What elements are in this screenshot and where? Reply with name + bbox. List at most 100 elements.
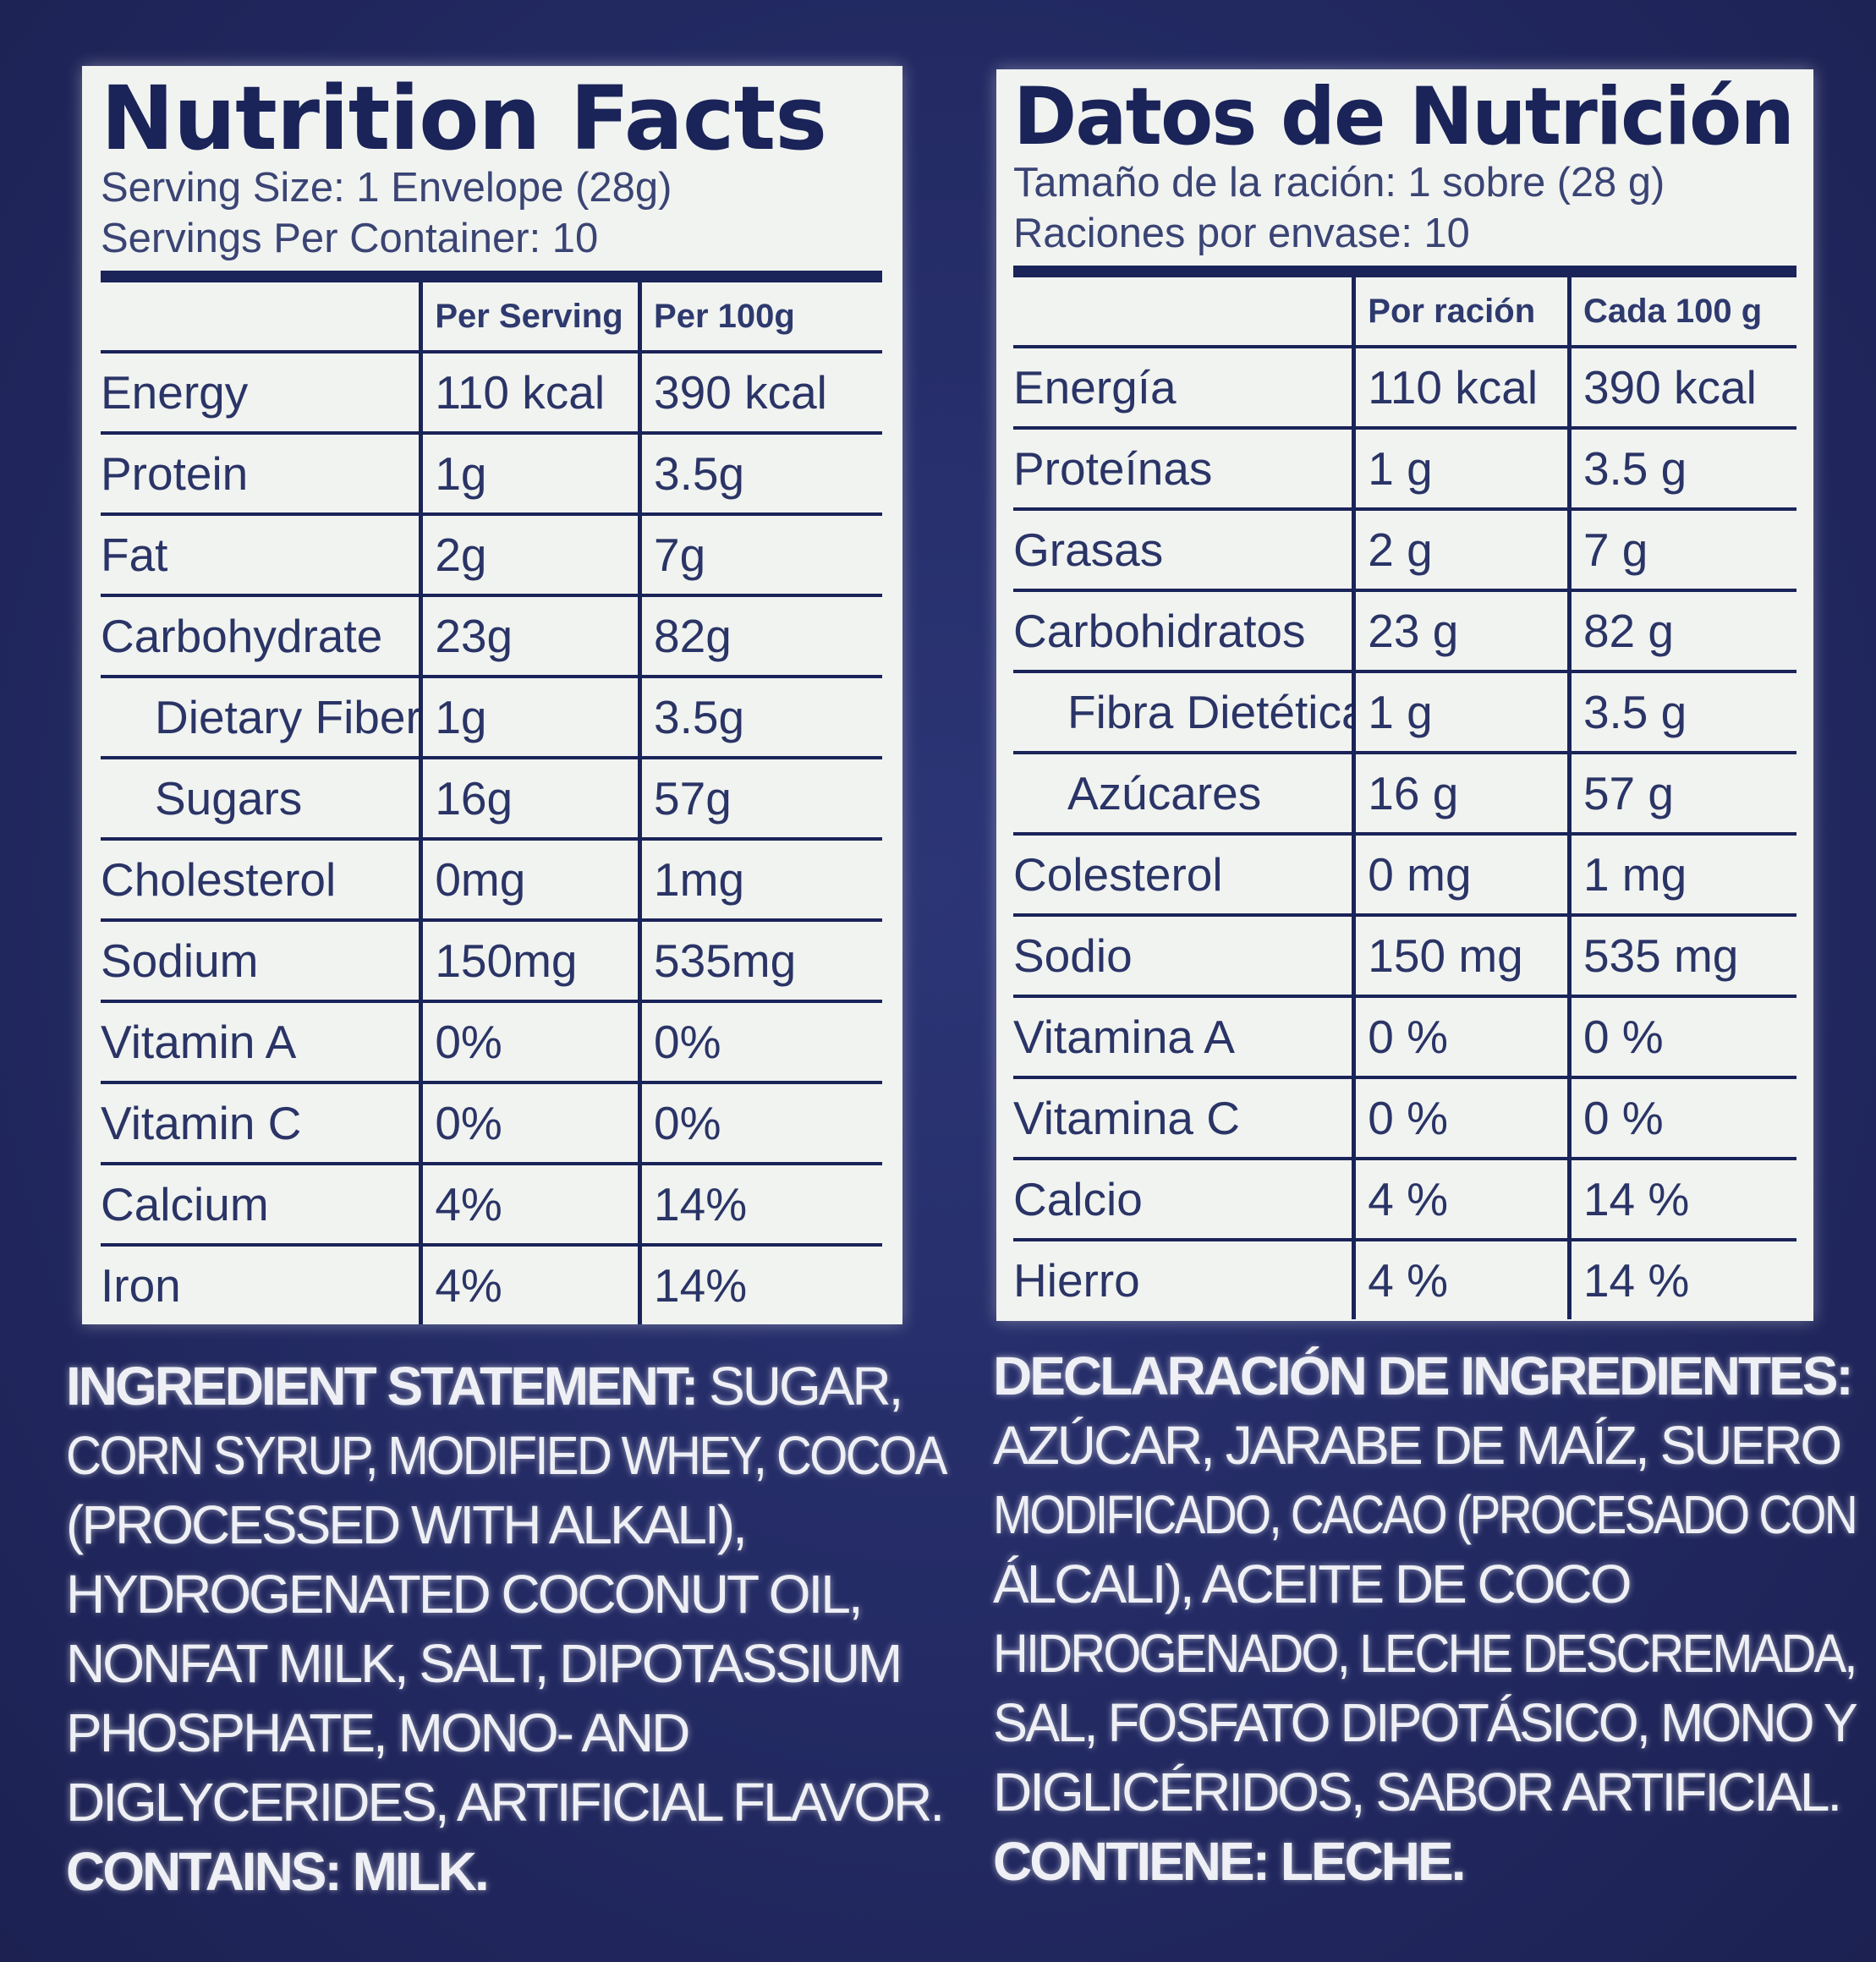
per-100g-value: 3.5 g <box>1566 428 1796 511</box>
per-serving-value: 0% <box>419 1082 640 1165</box>
table-row: Sugars 16g 57g <box>101 758 882 841</box>
nutrient-label: Iron <box>101 1259 181 1312</box>
per-100g-value: 7 g <box>1566 509 1796 592</box>
ingredients-line: (PROCESSED WITH ALKALI), <box>66 1494 748 1555</box>
table-row: Energía 110 kcal 390 kcal <box>1013 347 1796 430</box>
per-serving-value: 23 g <box>1352 590 1570 673</box>
per-100g-value: 3.5g <box>638 677 882 759</box>
table-header-row: Por ración Cada 100 g <box>1013 277 1796 348</box>
table-row: Energy 110 kcal 390 kcal <box>101 352 882 435</box>
table-row: Protein 1g 3.5g <box>101 433 882 516</box>
table-row: Calcio 4 % 14 % <box>1013 1159 1796 1241</box>
table-row: Proteínas 1 g 3.5 g <box>1013 428 1796 511</box>
per-serving-value: 16g <box>419 758 640 841</box>
servings-per-container: Raciones por envase: 10 <box>1013 211 1470 256</box>
nutrient-label: Cholesterol <box>101 839 421 922</box>
table-row: Sodium 150mg 535mg <box>101 920 882 1003</box>
nutrient-label: Vitamina C <box>1013 1077 1354 1160</box>
serving-size: Serving Size: 1 Envelope (28g) <box>101 165 672 211</box>
ingredients-first-line: INGREDIENT STATEMENT: SUGAR, <box>66 1351 946 1421</box>
per-serving-value: 0mg <box>419 839 640 922</box>
per-100g-value: 0 % <box>1566 1077 1796 1160</box>
nutrition-facts-panel-es: Datos de Nutrición Tamaño de la ración: … <box>996 69 1813 1321</box>
per-100g-value: 3.5 g <box>1566 671 1796 754</box>
ingredients-line: AZÚCAR, JARABE DE MAÍZ, SUERO <box>993 1415 1842 1476</box>
nutrient-label: Sodium <box>101 920 421 1003</box>
per-serving-value: 23g <box>419 595 640 678</box>
per-serving-value: 4% <box>419 1164 640 1247</box>
ingredients-line: PHOSPHATE, MONO- AND <box>66 1702 690 1763</box>
per-serving-value: 110 kcal <box>1352 347 1570 430</box>
table-row: Carbohidratos 23 g 82 g <box>1013 590 1796 673</box>
table-row: Vitamin A 0% 0% <box>101 1001 882 1084</box>
per-serving-value: 110 kcal <box>419 352 640 435</box>
per-serving-value: 150mg <box>419 920 640 1003</box>
nutrient-label: Sodio <box>1013 915 1354 998</box>
allergen-statement: CONTIENE: LECHE. <box>993 1831 1466 1892</box>
per-100g-value: 1mg <box>638 839 882 922</box>
per-serving-value: 1 g <box>1352 671 1570 754</box>
ingredients-line: HIDROGENADO, LECHE DESCREMADA, <box>993 1623 1857 1684</box>
header-blank <box>101 282 421 353</box>
ingredients-line: NONFAT MILK, SALT, DIPOTASSIUM <box>66 1633 902 1694</box>
nutrient-label: Protein <box>101 433 421 516</box>
per-serving-value: 0 % <box>1352 1077 1570 1160</box>
per-serving-value: 2g <box>419 514 640 597</box>
per-serving-value: 0 % <box>1352 996 1570 1079</box>
per-100g-value: 535mg <box>638 920 882 1003</box>
per-100g-value: 14% <box>638 1164 882 1247</box>
ingredients-heading: DECLARACIÓN DE INGREDIENTES: <box>993 1345 1854 1406</box>
nutrient-label: Vitamina A <box>1013 996 1354 1079</box>
thick-divider <box>101 271 882 282</box>
per-100g-value: 82 g <box>1566 590 1796 673</box>
per-serving-value: 4 % <box>1352 1240 1570 1319</box>
nutrient-label: Sugars <box>101 758 421 841</box>
nutrient-label: Fat <box>101 514 421 597</box>
ingredients-heading: INGREDIENT STATEMENT: <box>66 1356 699 1417</box>
nutrient-label: Dietary Fiber <box>101 677 421 759</box>
nutrient-label: Carbohydrate <box>101 595 421 678</box>
nutrient-label: Hierro <box>1013 1254 1140 1307</box>
ingredients-statement-en: INGREDIENT STATEMENT: SUGAR, CORN SYRUP,… <box>66 1351 947 1906</box>
per-100g-value: 57 g <box>1566 753 1796 836</box>
table-row: Carbohydrate 23g 82g <box>101 595 882 678</box>
header-per-100g: Per 100g <box>638 282 882 353</box>
header-blank <box>1013 277 1354 348</box>
table-row: Colesterol 0 mg 1 mg <box>1013 834 1796 917</box>
table-row: Sodio 150 mg 535 mg <box>1013 915 1796 998</box>
nutrient-label: Vitamin C <box>101 1082 421 1165</box>
nutrient-label: Carbohidratos <box>1013 590 1354 673</box>
table-row: Calcium 4% 14% <box>101 1164 882 1247</box>
per-100g-value: 57g <box>638 758 882 841</box>
nutrient-label: Fibra Dietética <box>1013 671 1354 754</box>
per-serving-value: 4% <box>419 1245 640 1324</box>
per-100g-value: 14% <box>638 1245 882 1324</box>
per-100g-value: 1 mg <box>1566 834 1796 917</box>
thick-divider <box>1013 266 1796 277</box>
nutrient-label: Proteínas <box>1013 428 1354 511</box>
table-row: Cholesterol 0mg 1mg <box>101 839 882 922</box>
nutrition-facts-panel-en: Nutrition Facts Serving Size: 1 Envelope… <box>82 66 902 1324</box>
ingredients-line: SAL, FOSFATO DIPOTÁSICO, MONO Y <box>993 1692 1858 1753</box>
ingredients-line: ÁLCALI), ACEITE DE COCO <box>993 1554 1632 1614</box>
table-body-es: Energía 110 kcal 390 kcal Proteínas 1 g 3.5 g… <box>1013 347 1796 1319</box>
allergen-statement: CONTAINS: MILK. <box>66 1841 490 1902</box>
servings-per-container: Servings Per Container: 10 <box>101 216 599 261</box>
per-100g-value: 390 kcal <box>1566 347 1796 430</box>
per-100g-value: 82g <box>638 595 882 678</box>
nutrient-label: Energy <box>101 352 421 435</box>
nutrition-table: Per Serving Per 100g Energy 110 kcal 390 k… <box>101 282 882 1324</box>
table-header-row: Per Serving Per 100g <box>101 282 882 353</box>
ingredients-line: MODIFICADO, CACAO (PROCESADO CON <box>993 1484 1858 1545</box>
nutrient-label: Calcium <box>101 1164 421 1247</box>
nutrient-label: Calcio <box>1013 1159 1354 1241</box>
table-row: Fibra Dietética 1 g 3.5 g <box>1013 671 1796 754</box>
header-per-serving: Por ración <box>1352 277 1570 348</box>
per-serving-value: 1g <box>419 433 640 516</box>
nutrient-label: Vitamin A <box>101 1001 421 1084</box>
per-serving-value: 0 mg <box>1352 834 1570 917</box>
per-serving-value: 4 % <box>1352 1159 1570 1241</box>
nutrient-label: Grasas <box>1013 509 1354 592</box>
per-serving-value: 16 g <box>1352 753 1570 836</box>
